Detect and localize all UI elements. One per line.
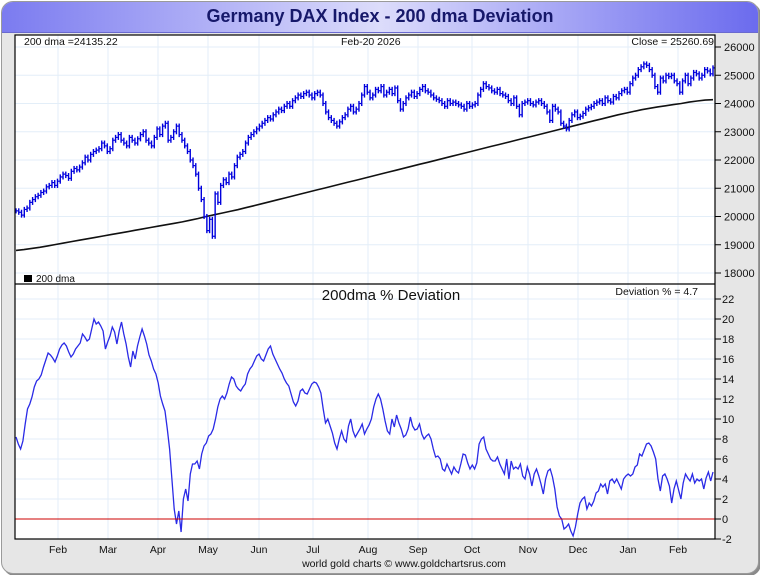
month-axis-tick-label: Feb [669,544,687,556]
month-axis-tick-label: Jun [251,544,268,556]
month-axis-tick-label: Feb [49,544,67,556]
price-axis: 18000 19000 20000 21000 22000 23000 24000 25000… [715,42,755,280]
deviation-axis: -2 0 2 4 6 8 10 12 14 16 18 20 22 [715,294,734,546]
price-axis-tick-label: 19000 [724,240,755,252]
deviation-axis-tick-label: 18 [722,334,734,346]
deviation-axis-tick-label: 14 [722,374,734,386]
deviation-axis-tick-label: 4 [722,474,728,486]
close-value-label: Close = 25260.69 [631,36,714,48]
month-axis-tick-label: Oct [464,544,480,556]
month-axis-tick-label: Sep [409,544,428,556]
legend-label-dma: 200 dma [36,274,75,285]
dma-line [15,98,714,252]
deviation-panel-title: 200dma % Deviation [322,287,460,304]
price-axis-tick-label: 25000 [724,70,755,82]
month-axis-tick-label: May [198,544,219,556]
price-axis-tick-label: 22000 [724,155,755,167]
month-axis-tick-label: Jan [620,544,637,556]
month-axis: Feb Mar Apr May Jun Jul Aug Sep Oct Nov Dec Jan Feb [49,544,687,556]
deviation-axis-tick-label: 20 [722,314,734,326]
deviation-axis-tick-label: 2 [722,494,728,506]
deviation-series [15,316,714,538]
dma-series [15,98,714,252]
price-axis-tick-label: 26000 [724,42,755,54]
price-axis-tick-label: 20000 [724,212,755,224]
title-bar: Germany DAX Index - 200 dma Deviation [2,2,758,33]
footer-credit: world gold charts © www.goldchartsrus.co… [301,558,506,570]
month-axis-tick-label: Aug [359,544,378,556]
deviation-axis-tick-label: 6 [722,454,728,466]
dma-value-label: 200 dma =24135.22 [24,36,118,48]
price-series [15,61,716,239]
month-axis-tick-label: Dec [569,544,588,556]
month-axis-tick-label: Jul [306,544,319,556]
deviation-axis-tick-label: 10 [722,414,734,426]
deviation-line [15,316,714,538]
chart-title: Germany DAX Index - 200 dma Deviation [206,6,554,26]
deviation-axis-tick-label: 0 [722,514,728,526]
price-axis-tick-label: 18000 [724,268,755,280]
price-axis-tick-label: 24000 [724,99,755,111]
month-axis-tick-label: Nov [519,544,538,556]
deviation-axis-tick-label: 12 [722,394,734,406]
price-axis-tick-label: 21000 [724,183,755,195]
date-label: Feb-20 2026 [341,36,401,48]
deviation-axis-tick-label: 8 [722,434,728,446]
deviation-axis-tick-label: 22 [722,294,734,306]
deviation-axis-tick-label: 16 [722,354,734,366]
deviation-axis-tick-label: -2 [722,534,732,546]
plot-border [14,34,716,540]
price-axis-tick-label: 23000 [724,127,755,139]
month-axis-tick-label: Mar [99,544,118,556]
month-axis-tick-label: Apr [150,544,167,556]
legend-swatch-dma [24,275,32,282]
grid-lines [15,35,715,540]
deviation-value-label: Deviation % = 4.7 [615,286,698,298]
